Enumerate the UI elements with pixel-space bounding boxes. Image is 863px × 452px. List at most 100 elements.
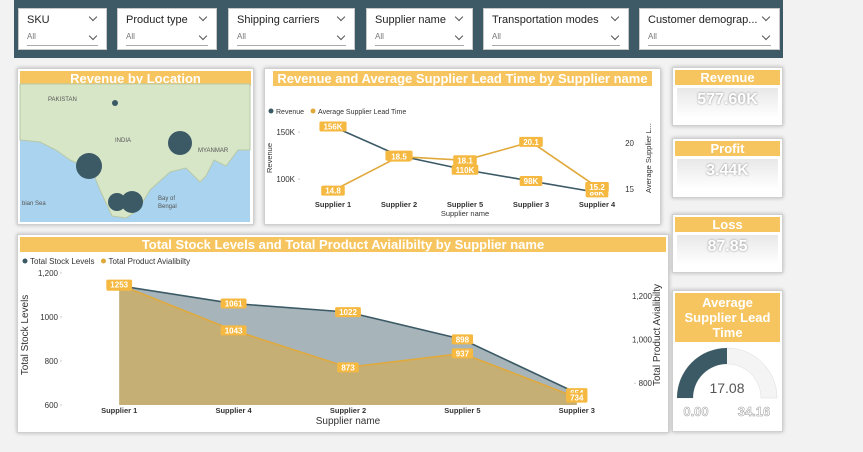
kpi-card: Profit 3.44K (672, 138, 783, 198)
data-label: 1061 (225, 300, 243, 309)
x-tick-label: Supplier 3 (513, 200, 549, 209)
filter-value: All (237, 31, 346, 46)
chevron (88, 31, 98, 41)
data-label-box (451, 164, 479, 175)
chevron (198, 31, 208, 41)
data-label-box (387, 151, 411, 162)
chevron (454, 31, 464, 41)
gauge-max: 34.16 (738, 404, 771, 419)
map-label: MYANMAR (198, 148, 229, 154)
gauge-fill (677, 348, 727, 398)
kpi-title: Revenue (675, 70, 780, 85)
data-label-box (451, 334, 474, 345)
legend-label: Total Stock Levels (30, 257, 94, 266)
chevron (336, 31, 346, 41)
legend-swatch (310, 108, 316, 114)
legend-label: Total Product Avialibilty (108, 257, 190, 266)
data-label: 898 (456, 335, 470, 344)
filter-label: Product type (126, 14, 188, 26)
filter[interactable]: Customer demograp... All (639, 8, 780, 50)
data-label-box (321, 185, 345, 196)
legend-swatch (268, 108, 274, 114)
map-title: Revenue by Location (20, 71, 251, 86)
x-axis-label: Supplier name (441, 209, 489, 218)
chart-title: Revenue and Average Supplier Lead Time b… (273, 71, 652, 86)
data-label: 1022 (339, 308, 357, 317)
gauge-min: 0.00 (683, 404, 708, 419)
filter-value: All (27, 31, 98, 46)
data-label-box (319, 121, 347, 132)
data-label: 1253 (110, 281, 128, 290)
map-label: bian Sea (22, 201, 46, 207)
x-tick-label: Supplier 1 (101, 406, 137, 415)
legend-swatch (100, 258, 106, 264)
y2-tick-label: 20 (625, 139, 634, 148)
filter[interactable]: Transportation modes All (483, 8, 629, 50)
x-tick-label: Supplier 4 (579, 200, 616, 209)
x-tick-label: Supplier 2 (381, 200, 417, 209)
data-label: 98K (524, 177, 539, 186)
map-label: Bay of (158, 196, 175, 202)
y-tick-label: 800 (45, 357, 59, 366)
data-label: 20.1 (523, 138, 539, 147)
data-label: 110K (456, 166, 475, 175)
kpi-value: 3.44K (677, 159, 778, 189)
map-land (19, 83, 251, 219)
area (119, 284, 577, 405)
filter-value: All (648, 31, 771, 46)
map-bubble (108, 193, 126, 211)
filter[interactable]: Shipping carriers All (228, 8, 355, 50)
data-label-box (220, 298, 247, 309)
x-tick-label: Supplier 2 (330, 406, 366, 415)
y2-axis-label: Average Supplier L... (644, 123, 653, 193)
filter-value: All (492, 31, 620, 46)
y-tick-label: 100K (276, 175, 295, 184)
filter[interactable]: Product type All (117, 8, 217, 50)
data-label-box (453, 155, 477, 166)
filter-value: All (375, 31, 464, 46)
kpi-value: 87.85 (677, 235, 778, 265)
y2-tick-label: 1,000 (632, 336, 653, 345)
x-tick-label: Supplier 5 (444, 406, 480, 415)
filter-label: Shipping carriers (237, 14, 320, 26)
chart-title: Total Stock Levels and Total Product Avi… (20, 237, 666, 252)
y-axis-label: Total Stock Levels (20, 295, 31, 376)
filter[interactable]: Supplier name All (366, 8, 473, 50)
filter-label: SKU (27, 14, 50, 26)
kpi-title: Loss (675, 217, 780, 232)
data-label-box (566, 392, 588, 403)
x-tick-label: Supplier 4 (215, 406, 252, 415)
gauge-value: 17.08 (709, 380, 744, 396)
chart-panel: Revenue and Average Supplier Lead Time b… (264, 68, 661, 225)
data-label-box (335, 307, 361, 318)
filter-label: Customer demograp... (648, 14, 758, 26)
map-label: PAKISTAN (48, 97, 77, 103)
data-label-box (451, 348, 474, 359)
map-label: INDIA (115, 138, 131, 144)
data-label: 18.1 (457, 156, 473, 165)
data-label-box (220, 325, 247, 336)
x-tick-label: Supplier 3 (559, 406, 595, 415)
y-tick-label: 1000 (40, 313, 58, 322)
map-bubble (76, 153, 102, 179)
data-label: 15.2 (589, 183, 605, 192)
y2-axis-label: Total Product Avialibilty (652, 284, 663, 386)
legend-swatch (22, 258, 28, 264)
data-label: 18.5 (391, 153, 407, 162)
kpi-value: 577.60K (677, 88, 778, 118)
chevron (198, 12, 208, 22)
kpi-title: Profit (675, 141, 780, 156)
y2-tick-label: 1,200 (632, 292, 653, 301)
legend-label: Revenue (276, 109, 304, 116)
y-axis-label: Revenue (265, 143, 274, 173)
filter[interactable]: SKU All (18, 8, 107, 50)
legend-label: Average Supplier Lead Time (318, 109, 406, 116)
data-label-box (106, 279, 133, 290)
filter-value: All (126, 31, 208, 46)
data-label-box (519, 136, 543, 147)
chevron (761, 12, 771, 22)
filter-label: Transportation modes (492, 14, 599, 26)
x-axis-label: Supplier name (316, 416, 381, 427)
